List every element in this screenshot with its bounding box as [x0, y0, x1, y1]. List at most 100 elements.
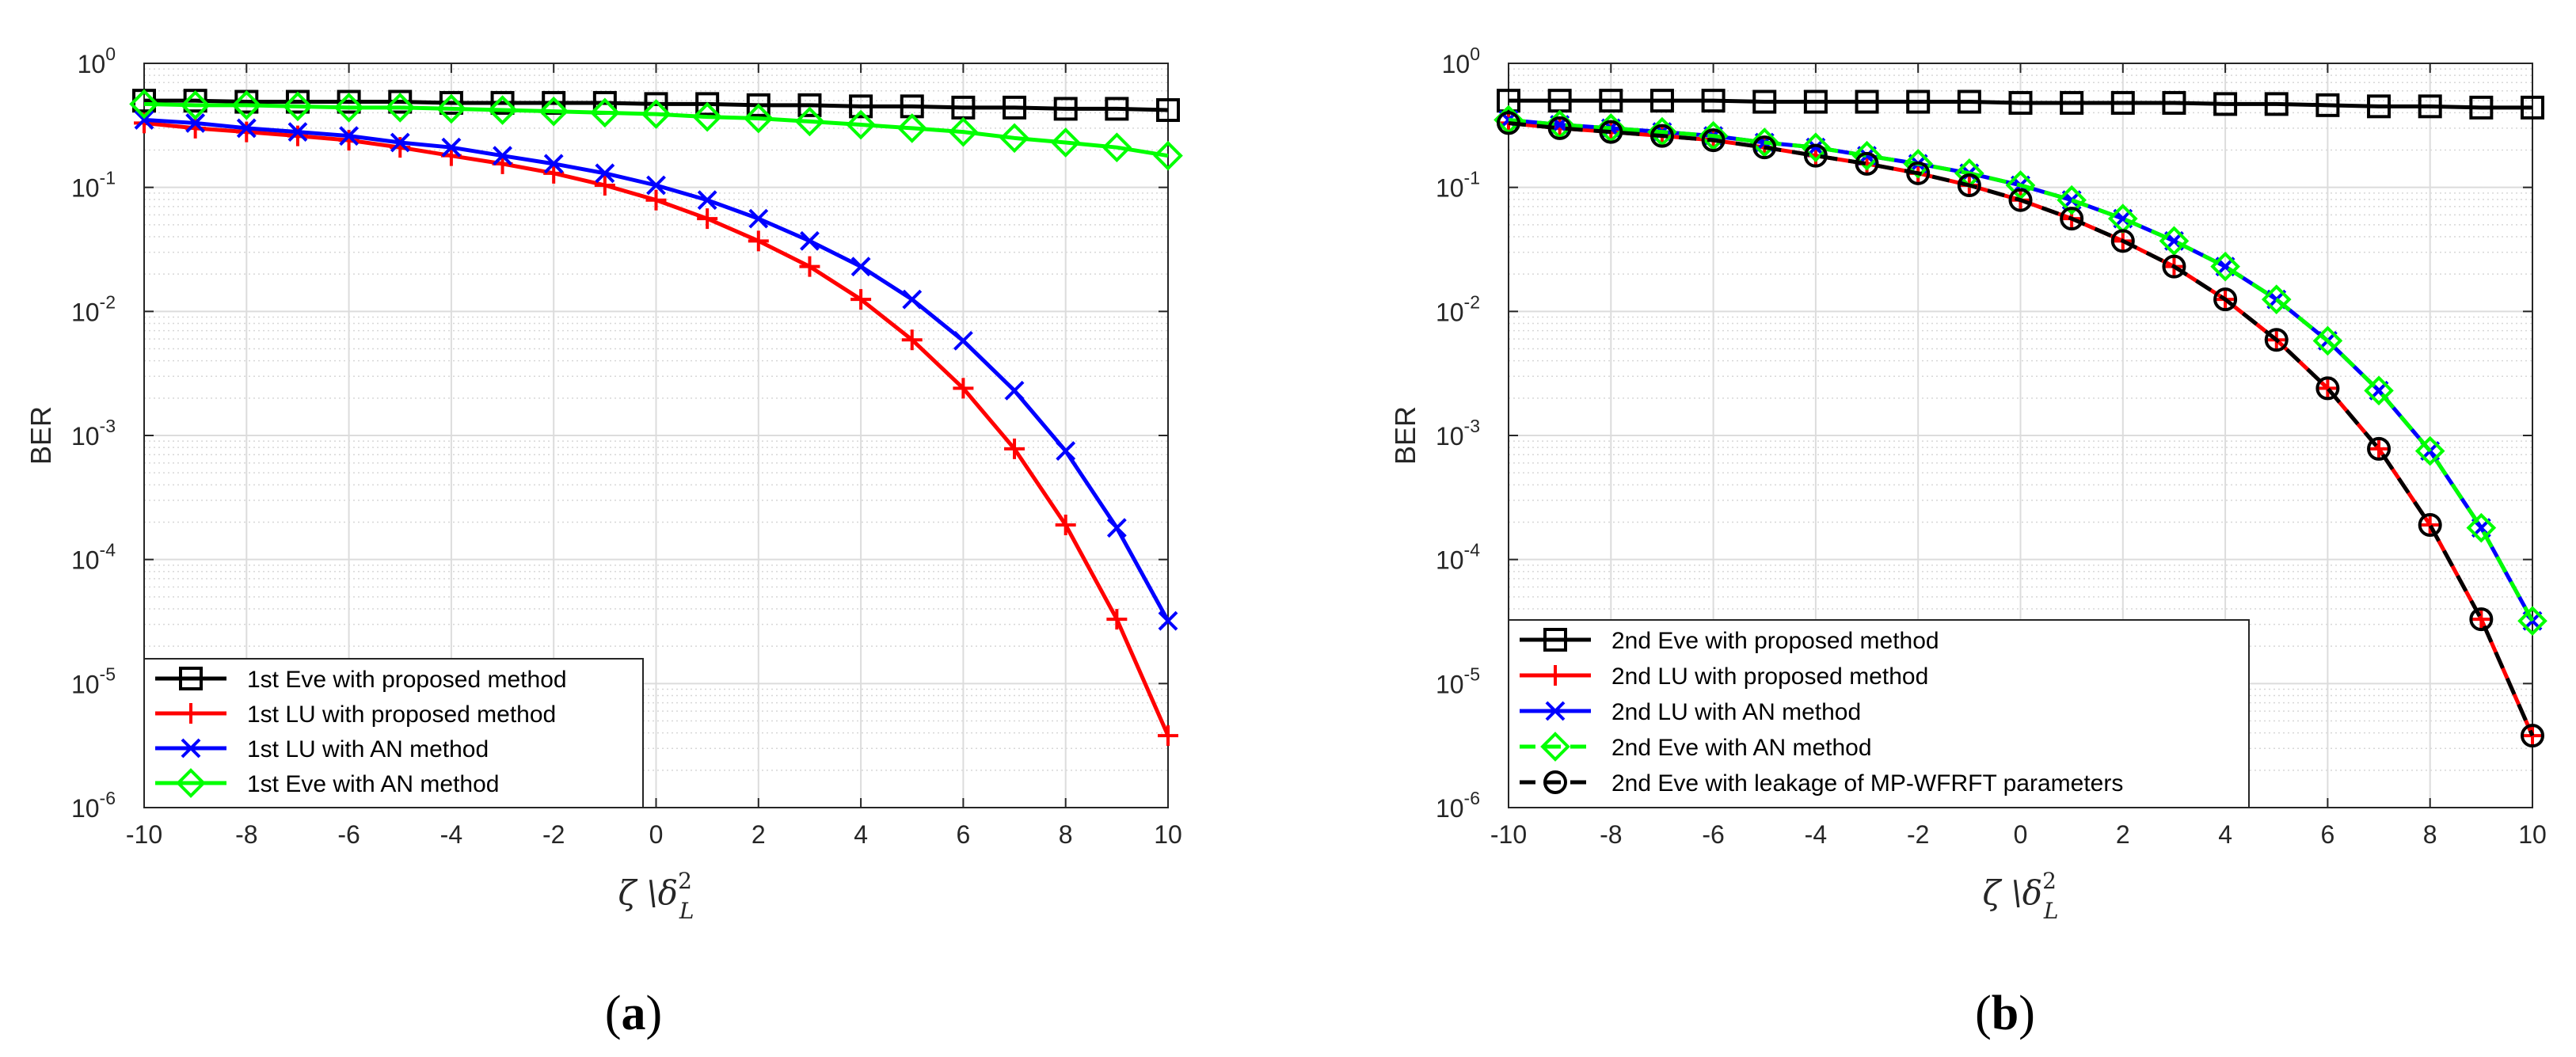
panel-label-close: ): [2019, 987, 2035, 1040]
data-point: [1855, 151, 1879, 176]
data-point: [2315, 93, 2340, 117]
data-point: [1906, 161, 1931, 185]
data-point: [846, 109, 876, 140]
series-line: [1508, 120, 2535, 737]
y-tick-exponent: -1: [100, 168, 116, 188]
data-point: [1105, 97, 1129, 121]
y-tick-exponent: 0: [1470, 44, 1480, 64]
data-point: [2367, 94, 2391, 119]
data-point: [2110, 90, 2135, 115]
data-point: [1004, 380, 1025, 401]
data-point: [692, 101, 722, 132]
legend-marker: [179, 667, 203, 690]
data-point: [800, 230, 820, 251]
data-point: [2159, 226, 2190, 257]
y-tick-exponent: -1: [1464, 168, 1480, 188]
y-tick-base: 10: [1436, 670, 1464, 698]
x-axis-label-sub: L: [2043, 898, 2059, 924]
data-point: [2471, 609, 2492, 630]
panel-label-letter: a: [622, 987, 646, 1040]
y-tick-base: 10: [1436, 298, 1464, 326]
data-point: [1906, 89, 1931, 114]
legend-box: [143, 658, 644, 808]
y-tick-base: 10: [1436, 794, 1464, 823]
x-tick-label: -2: [1907, 820, 1929, 849]
data-point: [697, 208, 718, 230]
data-point: [697, 190, 717, 211]
data-point: [2469, 95, 2494, 120]
data-point: [2057, 184, 2087, 215]
data-point: [287, 125, 308, 146]
y-tick-exponent: -4: [100, 540, 116, 561]
x-tick-label: 2: [751, 820, 766, 849]
data-point: [1497, 89, 1520, 113]
y-tick-exponent: -6: [1464, 788, 1480, 808]
y-tick-label: 100: [78, 44, 116, 78]
legend: 1st Eve with proposed method 1st LU with …: [143, 658, 644, 808]
y-tick-label: 10-5: [71, 663, 116, 698]
data-point: [2466, 512, 2497, 543]
data-point: [1497, 111, 1520, 135]
data-point: [2261, 284, 2292, 314]
data-point: [1851, 140, 1882, 171]
y-tick-exponent: -2: [1464, 291, 1480, 312]
data-point: [1106, 518, 1127, 538]
data-point: [287, 122, 308, 143]
chart-panel-a: -10 -8 -6 -4 -2 0 2 4 6 8 1010010-110-210-310-410-…: [25, 44, 1183, 1040]
data-point: [953, 330, 973, 351]
x-tick-label: -6: [1702, 820, 1724, 849]
y-tick-base: 10: [71, 174, 100, 203]
x-tick-label: -8: [1600, 820, 1622, 849]
data-point: [646, 175, 666, 196]
legend-marker: [1540, 732, 1570, 762]
data-point: [490, 90, 515, 115]
x-axis-label: ζ \δ2 L: [1983, 868, 2059, 924]
data-point: [1649, 124, 1674, 148]
y-tick-exponent: 0: [105, 44, 116, 64]
x-axis-label: ζ \δ2 L: [618, 868, 694, 924]
legend-entry: 2nd LU with AN method: [1611, 699, 1861, 725]
data-point: [1801, 132, 1831, 163]
y-tick-label: 10-4: [71, 540, 116, 575]
data-point: [1903, 149, 1934, 179]
data-point: [1701, 128, 1726, 153]
data-point: [339, 126, 360, 146]
data-point: [1003, 95, 1027, 120]
data-point: [543, 162, 565, 184]
data-point: [999, 123, 1029, 154]
data-point: [333, 93, 364, 123]
data-point: [641, 99, 672, 129]
legend-entry: 1st LU with proposed method: [247, 701, 556, 728]
series-2: [134, 110, 1178, 631]
y-tick-label: 100: [1442, 44, 1480, 78]
y-tick-label: 10-5: [1436, 663, 1480, 698]
x-tick-label: 4: [854, 820, 868, 849]
panel-label: (b): [1975, 987, 2035, 1040]
x-tick-label: 2: [2116, 820, 2130, 849]
y-tick-label: 10-1: [71, 168, 116, 203]
legend-marker: [1545, 701, 1566, 721]
data-point: [185, 113, 206, 133]
legend-box: [1508, 619, 2250, 808]
data-point: [1106, 609, 1128, 630]
panel-label-letter: b: [1992, 987, 2019, 1040]
data-point: [493, 146, 512, 166]
panel-label-close: ): [646, 987, 663, 1040]
data-point: [594, 174, 615, 196]
data-point: [439, 90, 463, 115]
data-point: [231, 90, 262, 120]
data-point: [902, 289, 923, 310]
y-tick-base: 10: [71, 794, 100, 823]
data-point: [487, 95, 518, 125]
data-point: [2312, 325, 2343, 356]
data-point: [849, 94, 873, 119]
data-point: [1056, 441, 1076, 461]
data-point: [1050, 127, 1081, 158]
data-point: [595, 163, 615, 184]
panel-label: (a): [605, 987, 662, 1040]
data-point: [436, 93, 466, 124]
data-point: [1957, 89, 1981, 114]
data-point: [748, 208, 769, 229]
y-axis-label: BER: [25, 406, 57, 465]
legend-marker: [1545, 665, 1566, 686]
